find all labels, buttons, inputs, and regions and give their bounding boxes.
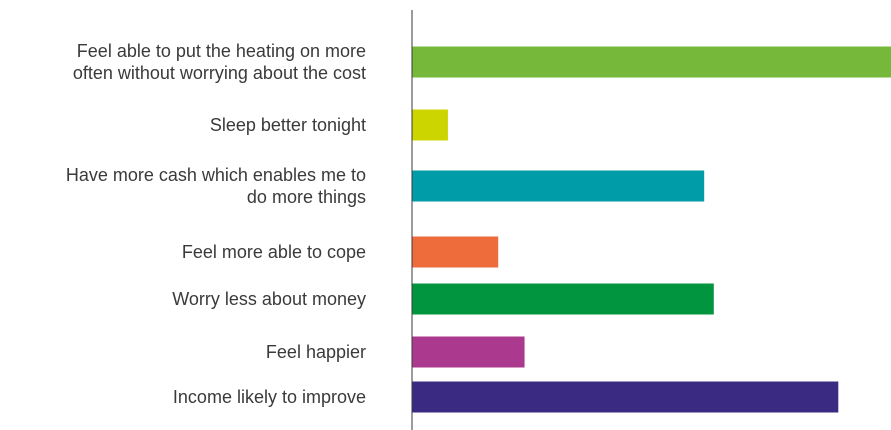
category-label-line: Income likely to improve [173,387,366,407]
category-label-line: Feel more able to cope [182,242,366,262]
bar-6 [412,381,839,413]
category-label-line: Sleep better tonight [210,115,366,135]
bar-4 [412,283,714,315]
bars-group [412,46,891,413]
category-label-3: Feel more able to cope [182,242,366,262]
category-label-line: Feel able to put the heating on more [77,41,366,61]
bar-5 [412,336,525,368]
category-label-2: Have more cash which enables me to do mor… [66,165,366,207]
bar-3 [412,236,499,268]
category-label-line: Worry less about money [172,289,366,309]
category-label-4: Worry less about money [172,289,366,309]
category-label-5: Feel happier [266,342,366,362]
category-label-line: do more things [247,187,366,207]
category-label-line: often without worrying about the cost [73,63,366,83]
category-label-0: Feel able to put the heating on more ofte… [73,41,366,83]
category-label-line: Feel happier [266,342,366,362]
bar-2 [412,170,705,202]
category-label-line: Have more cash which enables me to [66,165,366,185]
bar-1 [412,109,448,141]
bar-0 [412,46,891,78]
category-label-1: Sleep better tonight [210,115,366,135]
category-labels-group: Feel able to put the heating on more ofte… [66,41,366,407]
category-label-6: Income likely to improve [173,387,366,407]
